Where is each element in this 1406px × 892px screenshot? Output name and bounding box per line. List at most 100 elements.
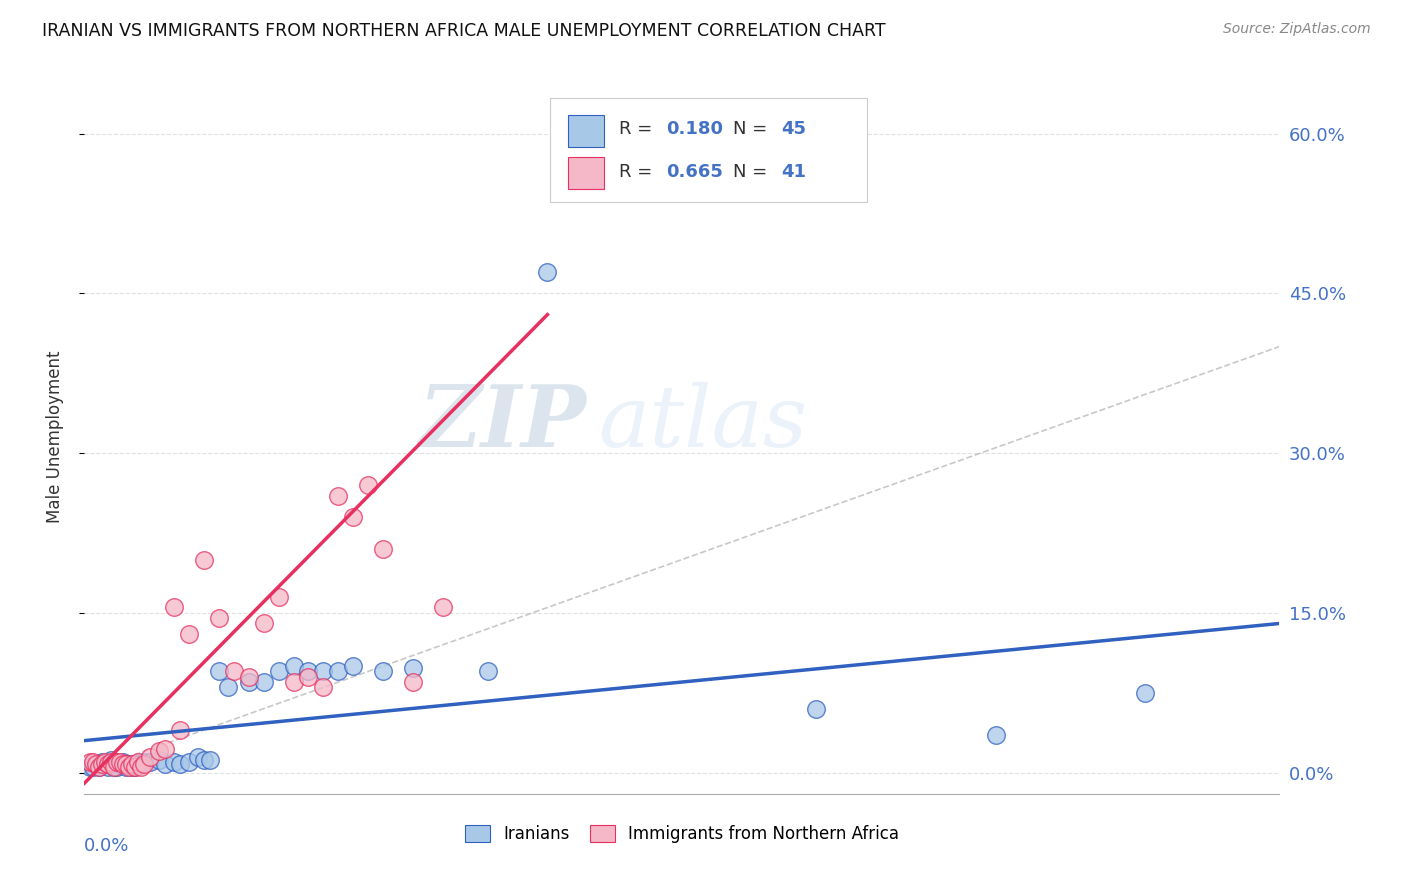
- Point: [82, 760, 104, 774]
- Text: Source: ZipAtlas.com: Source: ZipAtlas.com: [1223, 22, 1371, 37]
- Point: [82, 755, 104, 769]
- Point: [105, 760, 128, 774]
- Point: [536, 265, 558, 279]
- Point: [432, 600, 454, 615]
- Point: [217, 681, 239, 695]
- Point: [129, 760, 152, 774]
- Point: [103, 760, 125, 774]
- Point: [312, 665, 335, 679]
- Point: [163, 600, 186, 615]
- Point: [86, 757, 108, 772]
- Point: [208, 665, 231, 679]
- Point: [79, 760, 101, 774]
- Point: [97, 757, 120, 772]
- Point: [177, 755, 200, 769]
- Point: [373, 541, 395, 556]
- Point: [177, 627, 200, 641]
- Point: [91, 757, 114, 772]
- FancyBboxPatch shape: [551, 98, 868, 202]
- Point: [121, 757, 143, 772]
- Point: [238, 670, 260, 684]
- Point: [238, 675, 260, 690]
- Point: [124, 760, 146, 774]
- Point: [267, 590, 290, 604]
- Point: [112, 755, 135, 769]
- Point: [328, 665, 350, 679]
- Point: [198, 753, 221, 767]
- Point: [79, 755, 101, 769]
- Point: [193, 753, 215, 767]
- Y-axis label: Male Unemployment: Male Unemployment: [45, 351, 63, 524]
- Point: [169, 723, 191, 737]
- Point: [91, 755, 114, 769]
- Point: [477, 665, 499, 679]
- Point: [402, 675, 425, 690]
- Point: [342, 510, 364, 524]
- Text: ZIP: ZIP: [419, 381, 586, 465]
- Text: 45: 45: [782, 120, 806, 137]
- Point: [267, 665, 290, 679]
- Point: [357, 478, 380, 492]
- Text: N =: N =: [734, 162, 773, 180]
- Point: [1133, 686, 1156, 700]
- Point: [253, 616, 276, 631]
- Point: [373, 665, 395, 679]
- Text: atlas: atlas: [599, 382, 807, 464]
- Text: 41: 41: [782, 162, 806, 180]
- Text: R =: R =: [619, 162, 658, 180]
- Point: [132, 757, 156, 772]
- Point: [139, 755, 162, 769]
- Point: [148, 744, 170, 758]
- Point: [169, 757, 191, 772]
- Text: R =: R =: [619, 120, 658, 137]
- Point: [127, 757, 149, 772]
- Legend: Iranians, Immigrants from Northern Africa: Iranians, Immigrants from Northern Afric…: [458, 818, 905, 850]
- Point: [402, 661, 425, 675]
- Point: [193, 552, 215, 566]
- Point: [94, 755, 117, 769]
- Point: [124, 760, 146, 774]
- Point: [97, 760, 120, 774]
- Point: [127, 755, 149, 769]
- Point: [129, 757, 152, 772]
- Point: [187, 749, 209, 764]
- Point: [153, 757, 176, 772]
- Point: [100, 755, 122, 769]
- Point: [118, 757, 141, 772]
- Point: [115, 757, 138, 772]
- Text: IRANIAN VS IMMIGRANTS FROM NORTHERN AFRICA MALE UNEMPLOYMENT CORRELATION CHART: IRANIAN VS IMMIGRANTS FROM NORTHERN AFRI…: [42, 22, 886, 40]
- Point: [89, 760, 111, 774]
- Point: [110, 755, 132, 769]
- Point: [283, 659, 305, 673]
- Text: 0.665: 0.665: [666, 162, 723, 180]
- Bar: [568, 157, 605, 189]
- Point: [984, 728, 1007, 742]
- Point: [163, 755, 186, 769]
- Point: [153, 742, 176, 756]
- Point: [312, 681, 335, 695]
- Point: [222, 665, 245, 679]
- Point: [253, 675, 276, 690]
- Point: [283, 675, 305, 690]
- Point: [342, 659, 364, 673]
- Point: [208, 611, 231, 625]
- Point: [110, 757, 132, 772]
- Point: [731, 159, 754, 173]
- Point: [806, 701, 828, 715]
- Point: [89, 760, 111, 774]
- Point: [112, 757, 135, 772]
- Point: [132, 755, 156, 769]
- Text: N =: N =: [734, 120, 773, 137]
- Point: [121, 760, 143, 774]
- Point: [86, 757, 108, 772]
- Text: 0.180: 0.180: [666, 120, 723, 137]
- Point: [297, 665, 319, 679]
- Point: [148, 753, 170, 767]
- Point: [103, 760, 125, 774]
- Point: [139, 749, 162, 764]
- Bar: [568, 114, 605, 146]
- Point: [328, 489, 350, 503]
- Point: [297, 670, 319, 684]
- Point: [118, 760, 141, 774]
- Point: [105, 755, 128, 769]
